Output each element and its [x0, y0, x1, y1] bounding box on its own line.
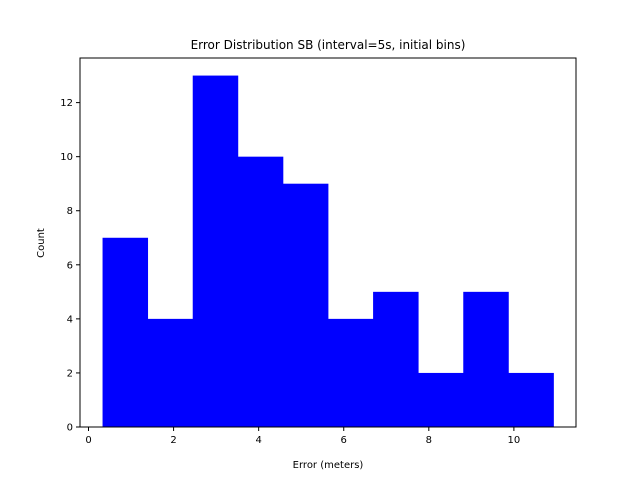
x-tick-label: 8 — [426, 435, 432, 446]
x-tick-label: 10 — [508, 435, 521, 446]
x-tick-label: 6 — [341, 435, 347, 446]
y-tick-label: 12 — [60, 98, 73, 109]
histogram-bar — [463, 291, 509, 427]
histogram-bar — [102, 237, 149, 427]
y-tick-label: 10 — [60, 152, 73, 163]
histogram-bar — [418, 372, 464, 427]
histogram-bar — [508, 372, 554, 427]
x-tick-label: 2 — [170, 435, 176, 446]
y-tick-label: 8 — [67, 206, 73, 217]
x-tick-label: 4 — [255, 435, 261, 446]
histogram-bar — [147, 318, 194, 427]
histogram-bar — [328, 318, 374, 427]
y-axis-ticks: 0 2 4 6 8 10 12 — [60, 98, 80, 434]
y-tick-label: 4 — [67, 314, 73, 325]
x-tick-label: 0 — [85, 435, 91, 446]
plot-frame — [79, 57, 577, 428]
histogram-bar — [192, 75, 239, 427]
y-tick-label: 2 — [67, 368, 73, 379]
histogram-bar — [373, 291, 419, 427]
x-axis-ticks: 0 2 4 6 8 10 — [85, 427, 520, 446]
bars-group — [102, 75, 554, 428]
y-tick-label: 6 — [67, 260, 73, 271]
histogram-bar — [237, 156, 284, 428]
histogram-bar — [282, 183, 329, 427]
x-axis-label: Error (meters) — [293, 460, 364, 471]
y-axis-label: Count — [36, 228, 47, 258]
chart-title: Error Distribution SB (interval=5s, init… — [191, 38, 466, 52]
y-tick-label: 0 — [67, 423, 73, 434]
